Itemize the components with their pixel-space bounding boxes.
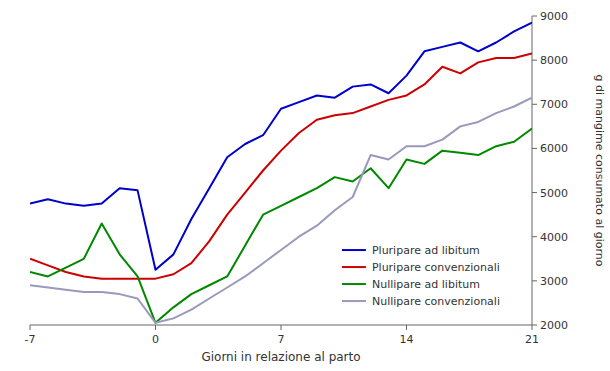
chart-container: -7 0 7 14 212000 3000 4000 5000 6000 7000 8000 9000… [0, 0, 610, 371]
series-line [30, 98, 532, 323]
y-tick [532, 192, 537, 193]
y-tick-label: 7000 [540, 98, 568, 111]
legend: Pluripare ad libitum Pluripare convenzion… [342, 244, 500, 308]
x-tick [406, 325, 407, 330]
x-tick-label: 7 [278, 333, 285, 346]
series-line [30, 23, 532, 270]
y-axis-label: g di mangime consumato al giorno [593, 74, 606, 266]
y-tick-label: 9000 [540, 10, 568, 23]
y-tick [532, 325, 537, 326]
x-tick-label: 21 [525, 333, 539, 346]
x-tick [281, 325, 282, 330]
legend-label: Pluripare ad libitum [372, 244, 480, 257]
y-tick [532, 60, 537, 61]
legend-label: Nullipare convenzionali [372, 295, 500, 308]
x-axis-label: Giorni in relazione al parto [201, 350, 360, 364]
x-tick [155, 325, 156, 330]
x-tick [30, 325, 31, 330]
y-tick [532, 148, 537, 149]
x-tick-label: -7 [25, 333, 36, 346]
legend-label: Pluripare convenzionali [372, 261, 500, 274]
series-line [30, 129, 532, 323]
y-tick-label: 4000 [540, 231, 568, 244]
legend-swatch [342, 283, 366, 285]
y-tick-label: 6000 [540, 142, 568, 155]
series-line [30, 54, 532, 279]
legend-swatch [342, 300, 366, 302]
chart-svg: -7 0 7 14 212000 3000 4000 5000 6000 7000 8000 9000… [0, 0, 610, 371]
y-tick-label: 3000 [540, 275, 568, 288]
x-tick [532, 325, 533, 330]
legend-swatch [342, 266, 366, 268]
y-tick [532, 236, 537, 237]
plot-area [30, 23, 532, 323]
y-tick-label: 2000 [540, 319, 568, 332]
y-tick-label: 8000 [540, 54, 568, 67]
y-tick-label: 5000 [540, 187, 568, 200]
legend-swatch [342, 249, 366, 251]
y-tick [532, 16, 537, 17]
x-tick-label: 0 [152, 333, 159, 346]
x-tick-label: 14 [400, 333, 414, 346]
y-tick [532, 280, 537, 281]
y-axis-line [532, 16, 533, 325]
axes: -7 0 7 14 212000 3000 4000 5000 6000 7000 8000 9000 [25, 10, 568, 346]
y-tick [532, 104, 537, 105]
legend-label: Nullipare ad libitum [372, 278, 480, 291]
